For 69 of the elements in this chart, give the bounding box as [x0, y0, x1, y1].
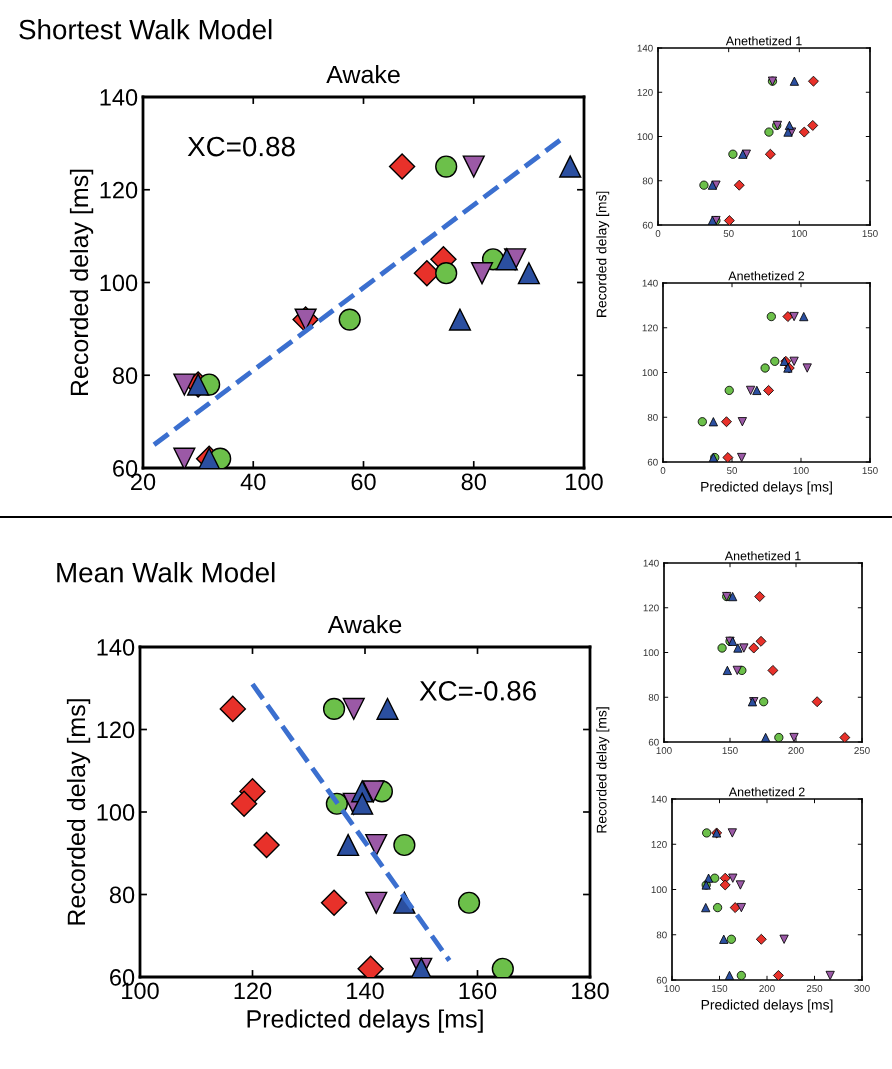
x-tick-label: 100	[664, 985, 680, 992]
y-axis-title: Recorded delay [ms]	[596, 707, 610, 833]
chart-subtitle: Awake	[327, 614, 402, 634]
x-tick-label: 100	[566, 473, 603, 491]
x-tick-label: 120	[234, 982, 272, 1000]
y-tick-label: 120	[97, 721, 135, 739]
y-tick-label: 140	[97, 639, 135, 656]
x-tick-label: 300	[854, 985, 870, 992]
x-tick-label: 160	[459, 982, 497, 1000]
x-tick-label: 0	[660, 467, 666, 474]
y-tick-label: 80	[648, 693, 659, 701]
x-tick-label: 200	[759, 985, 775, 992]
y-tick-label: 60	[656, 976, 667, 984]
x-tick-label: 0	[655, 230, 661, 237]
x-axis-title: Predicted delays [ms]	[247, 1009, 483, 1033]
y-tick-label: 80	[647, 413, 658, 421]
x-tick-label: 150	[712, 985, 728, 992]
chart-title: Mean Walk Model	[57, 562, 275, 583]
y-tick-label: 120	[643, 604, 659, 612]
y-tick-label: 120	[651, 840, 667, 848]
x-tick-label: 80	[461, 473, 486, 491]
y-tick-label: 60	[647, 458, 658, 466]
y-tick-label: 80	[112, 367, 138, 385]
y-tick-label: 100	[643, 649, 659, 657]
x-tick-label: 100	[791, 230, 808, 237]
y-tick-label: 140	[637, 44, 653, 52]
y-tick-label: 120	[637, 88, 653, 96]
chart-title: Anethetized 1	[725, 36, 802, 46]
x-tick-label: 150	[722, 747, 738, 754]
y-tick-label: 80	[642, 177, 653, 185]
y-tick-label: 60	[642, 221, 653, 229]
x-tick-label: 200	[788, 747, 804, 754]
y-tick-label: 100	[651, 886, 667, 894]
x-tick-label: 40	[240, 473, 266, 491]
x-tick-label: 150	[862, 467, 878, 474]
y-tick-label: 80	[109, 886, 135, 904]
x-tick-label: 60	[351, 473, 376, 491]
y-tick-label: 140	[100, 89, 138, 106]
annotation: XC=-0.86	[419, 680, 536, 701]
y-tick-label: 140	[651, 795, 667, 803]
x-tick-label: 180	[572, 982, 609, 1000]
y-tick-label: 100	[642, 369, 658, 377]
annotation: XC=0.88	[187, 136, 295, 157]
y-tick-label: 120	[100, 181, 138, 199]
y-tick-label: 100	[637, 133, 653, 141]
y-tick-label: 120	[642, 324, 658, 332]
chart-subtitle: Awake	[326, 64, 400, 84]
x-axis-title: Predicted delays [ms]	[701, 999, 833, 1013]
y-tick-label: 140	[643, 559, 659, 567]
x-tick-label: 50	[726, 467, 738, 474]
y-tick-label: 80	[656, 931, 667, 939]
x-tick-label: 250	[854, 747, 870, 754]
x-tick-label: 50	[723, 230, 734, 237]
y-axis-title: Recorded delay [ms]	[69, 169, 94, 396]
x-tick-label: 140	[347, 982, 384, 1000]
y-axis-title: Recorded delay [ms]	[596, 191, 610, 317]
chart-title: Shortest Walk Model	[19, 19, 272, 40]
y-tick-label: 100	[97, 804, 135, 821]
chart-title: Anethetized 2	[728, 787, 805, 797]
y-tick-label: 140	[642, 279, 658, 287]
y-tick-label: 100	[100, 274, 138, 292]
x-tick-label: 150	[862, 230, 878, 237]
y-axis-title: Recorded delay [ms]	[66, 699, 91, 925]
x-axis-title: Predicted delays [ms]	[701, 481, 832, 495]
y-tick-label: 60	[648, 738, 659, 746]
x-tick-label: 250	[806, 985, 823, 992]
chart-title: Anethetized 1	[724, 551, 801, 561]
x-tick-label: 100	[793, 467, 809, 474]
chart-title: Anethetized 2	[728, 271, 805, 281]
